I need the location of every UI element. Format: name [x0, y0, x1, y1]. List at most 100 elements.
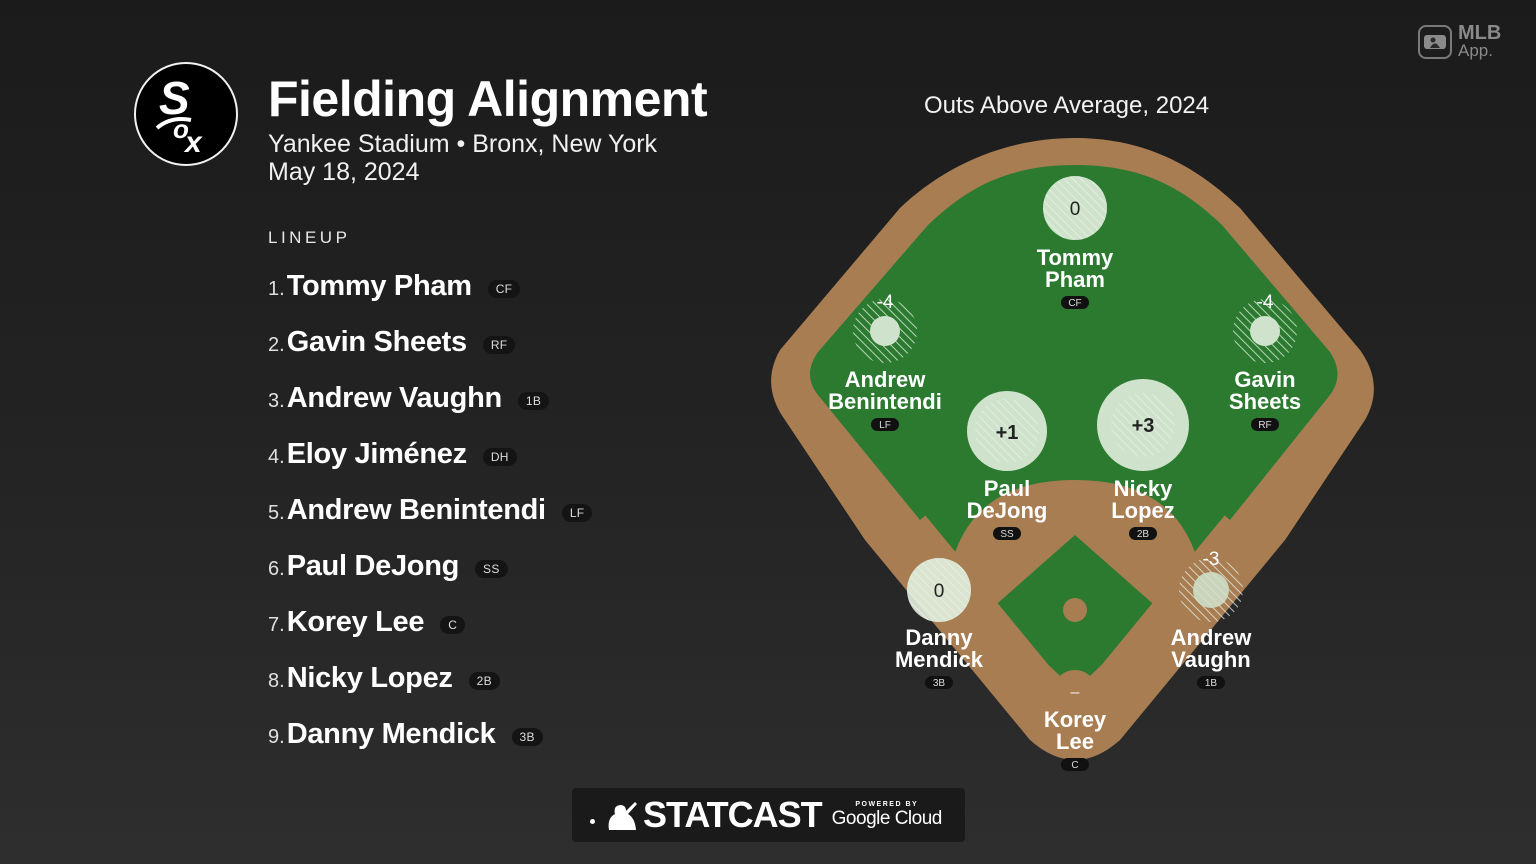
mlb-app-logo: MLB App.: [1418, 22, 1502, 60]
batting-order: 7.: [268, 613, 285, 636]
statcast-badge: STATCAST POWERED BY Google Cloud: [572, 788, 965, 842]
mlb-text: MLB: [1458, 22, 1502, 44]
app-text: App.: [1458, 41, 1493, 60]
fielder-position: LF: [879, 420, 891, 431]
player-name: Paul DeJong: [286, 549, 460, 582]
lineup-list: 1. Tommy Pham CF 2. Gavin Sheets RF 3. Andrew…: [268, 258, 593, 762]
lineup-item: 6. Paul DeJong SS: [268, 538, 592, 594]
batting-order: 8.: [268, 669, 285, 692]
game-date: May 18, 2024: [268, 158, 420, 186]
fielder-first-name: Nicky: [1114, 476, 1173, 501]
player-name: Andrew Benintendi: [286, 493, 546, 526]
player-name: Korey Lee: [286, 605, 425, 638]
lineup-item: 2. Gavin Sheets RF: [268, 314, 592, 370]
player-name: Gavin Sheets: [286, 325, 467, 358]
position-badge: 3B: [511, 728, 543, 746]
fielder-first-name: Korey: [1044, 707, 1107, 732]
fielder-first-name: Danny: [905, 625, 973, 650]
lineup-item: 5. Andrew Benintendi LF: [268, 482, 593, 538]
team-logo: S o x: [134, 62, 238, 166]
oaa-value: -3: [1203, 549, 1220, 570]
oaa-value: +1: [996, 422, 1019, 444]
lineup-item: 7. Korey Lee C: [268, 594, 592, 650]
statcast-wordmark: STATCAST: [643, 794, 823, 835]
page-title: Fielding Alignment: [268, 71, 708, 127]
outfield-grass: [810, 165, 1338, 703]
fielder-c[interactable]: – Korey Lee C: [1044, 684, 1107, 771]
fielder-position: 3B: [933, 678, 946, 689]
fielder-cf[interactable]: 0 Tommy Pham CF: [1037, 176, 1114, 309]
fielder-first-name: Andrew: [1171, 625, 1253, 650]
fielder-last-name: Benintendi: [828, 389, 942, 414]
player-name: Danny Mendick: [286, 717, 496, 750]
fielder-last-name: Lopez: [1111, 498, 1175, 523]
fielder-lf[interactable]: -4 Andrew Benintendi LF: [828, 292, 942, 431]
lineup-item: 1. Tommy Pham CF: [268, 258, 592, 314]
lineup-item: 8. Nicky Lopez 2B: [268, 650, 592, 706]
fielder-last-name: Lee: [1056, 729, 1094, 754]
fielder-1b[interactable]: -3 Andrew Vaughn 1B: [1171, 549, 1253, 689]
venue: Yankee Stadium • Bronx, New York: [268, 130, 658, 158]
fielder-last-name: Pham: [1045, 267, 1105, 292]
batting-order: 3.: [268, 389, 285, 412]
lineup-item: 9. Danny Mendick 3B: [268, 706, 592, 762]
batting-order: 9.: [268, 725, 285, 748]
position-badge: C: [440, 616, 466, 634]
fielder-last-name: DeJong: [967, 498, 1048, 523]
dot-icon: [590, 818, 595, 824]
venue-date: Yankee Stadium • Bronx, New York May 18,…: [268, 130, 657, 186]
fielder-position: C: [1071, 760, 1078, 771]
player-name: Eloy Jiménez: [286, 437, 467, 470]
lineup-item: 3. Andrew Vaughn 1B: [268, 370, 592, 426]
lineup-heading: LINEUP: [268, 228, 351, 247]
fielder-position: 1B: [1205, 678, 1218, 689]
oaa-value: 0: [934, 581, 945, 602]
fielder-first-name: Gavin: [1234, 367, 1295, 392]
batter-silhouette-icon: [608, 802, 637, 830]
position-badge: CF: [487, 280, 521, 298]
pitchers-mound: [1063, 598, 1087, 622]
mlb-logo-icon: [1418, 25, 1452, 59]
fielder-first-name: Tommy: [1037, 245, 1114, 270]
svg-text:S: S: [159, 72, 190, 124]
batting-order: 6.: [268, 557, 285, 580]
position-badge: LF: [561, 504, 593, 522]
position-badge: 2B: [468, 672, 500, 690]
batting-order: 5.: [268, 501, 285, 524]
position-badge: RF: [482, 336, 516, 354]
batting-order: 2.: [268, 333, 285, 356]
fielder-position: 2B: [1137, 529, 1150, 540]
player-name: Andrew Vaughn: [286, 381, 503, 414]
batting-order: 1.: [268, 277, 285, 300]
fielder-position: CF: [1068, 298, 1081, 309]
lineup-item: 4. Eloy Jiménez DH: [268, 426, 592, 482]
player-name: Nicky Lopez: [286, 661, 453, 694]
oaa-value: +3: [1132, 415, 1155, 437]
fielder-first-name: Paul: [984, 476, 1030, 501]
svg-text:x: x: [183, 126, 203, 156]
fielder-3b[interactable]: 0 Danny Mendick 3B: [895, 558, 984, 689]
oaa-value: –: [1071, 684, 1080, 701]
fielder-last-name: Sheets: [1229, 389, 1301, 414]
google-cloud-text: Google Cloud: [831, 807, 943, 829]
player-name: Tommy Pham: [286, 269, 472, 302]
fielder-last-name: Mendick: [895, 647, 984, 672]
fielder-last-name: Vaughn: [1171, 647, 1250, 672]
fielder-position: SS: [1000, 529, 1014, 540]
batting-order: 4.: [268, 445, 285, 468]
fielder-position: RF: [1258, 420, 1271, 431]
powered-by-text: POWERED BY: [855, 800, 919, 808]
fielder-ss[interactable]: +1 Paul DeJong SS: [967, 391, 1048, 540]
chart-title: Outs Above Average, 2024: [924, 92, 1210, 119]
svg-text:o: o: [173, 114, 189, 144]
fielder-first-name: Andrew: [845, 367, 927, 392]
oaa-value: 0: [1070, 199, 1081, 220]
white-sox-logo-icon: S o x: [155, 72, 203, 156]
position-badge: SS: [475, 560, 508, 578]
position-badge: 1B: [517, 392, 550, 410]
fielder-2b[interactable]: +3 Nicky Lopez 2B: [1097, 379, 1189, 540]
field-diagram: 0 Tommy Pham CF -4 Andrew Benintendi LF …: [771, 138, 1374, 771]
oaa-value: -4: [1257, 292, 1274, 313]
fielder-rf[interactable]: -4 Gavin Sheets RF: [1229, 292, 1301, 431]
position-badge: DH: [482, 448, 517, 466]
